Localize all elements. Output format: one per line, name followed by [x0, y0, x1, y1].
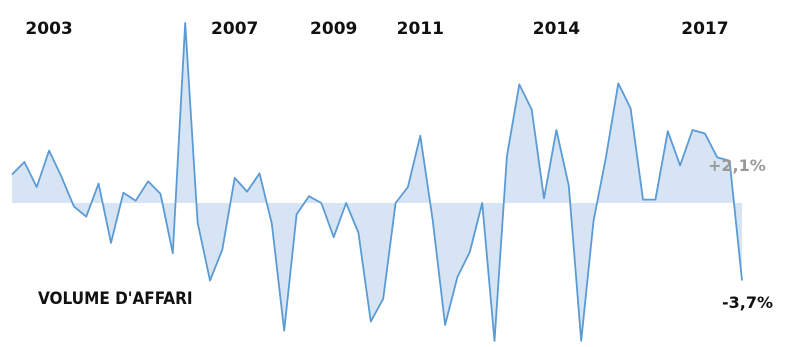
year-label: 2009	[310, 19, 357, 39]
year-label: 2017	[681, 19, 728, 39]
annotation-latest: -3,7%	[722, 293, 773, 312]
year-label: 2007	[211, 19, 258, 39]
series-line	[11, 21, 743, 342]
area-fill-layer	[12, 22, 742, 341]
year-label: 2011	[397, 19, 444, 39]
series-line-layer	[11, 21, 743, 342]
annotations: +2,1% -3,7%	[708, 156, 773, 312]
series-label: VOLUME D'AFFARI	[38, 289, 193, 309]
year-label: 2003	[25, 19, 72, 39]
year-label: 2014	[533, 19, 580, 39]
year-labels: 2003 2007 2009 2011 2014 2017	[25, 19, 728, 39]
area-fill	[12, 22, 742, 341]
annotation-previous: +2,1%	[708, 156, 766, 175]
